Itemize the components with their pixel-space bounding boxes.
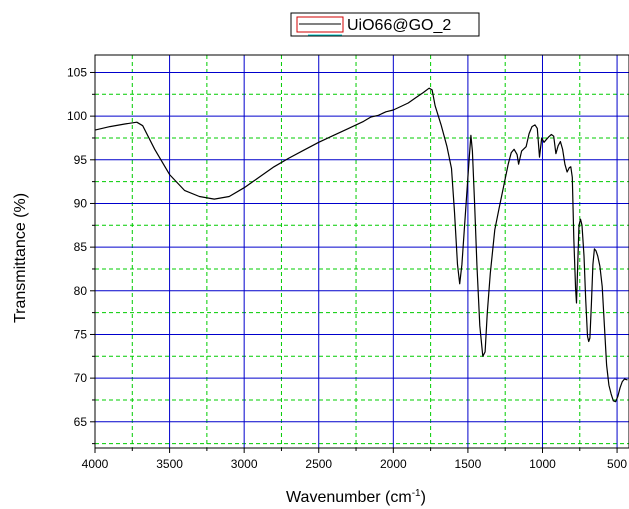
plot-frame bbox=[94, 54, 629, 449]
x-tick-label: 3500 bbox=[156, 457, 183, 471]
x-axis-ticks: 4000 3500 3000 2500 2000 1500 1000 500 bbox=[82, 448, 627, 471]
x-tick-label: 4000 bbox=[82, 457, 109, 471]
legend-swatch-box bbox=[296, 16, 344, 33]
y-tick-label: 80 bbox=[74, 284, 88, 298]
y-tick-label: 100 bbox=[67, 109, 87, 123]
x-tick-label: 2500 bbox=[305, 457, 332, 471]
x-tick-label: 1000 bbox=[529, 457, 556, 471]
x-axis-title: Wavenumber (cm-1) bbox=[286, 488, 426, 506]
plot-area bbox=[94, 54, 629, 449]
y-tick-label: 65 bbox=[74, 415, 88, 429]
legend-box bbox=[290, 12, 480, 37]
plot-background bbox=[95, 55, 629, 448]
legend-series-label: UiO66@GO_2 bbox=[347, 17, 451, 34]
y-tick-label: 90 bbox=[74, 196, 88, 210]
y-axis-ticks: 65 70 75 80 85 90 95 100 105 bbox=[67, 65, 95, 445]
x-axis-title-sup: -1 bbox=[412, 488, 421, 499]
x-tick-label: 3000 bbox=[231, 457, 258, 471]
x-tick-label: 500 bbox=[607, 457, 627, 471]
x-axis-title-main: Wavenumber (cm bbox=[286, 489, 412, 506]
y-tick-label: 105 bbox=[67, 65, 87, 79]
y-tick-label: 95 bbox=[74, 153, 88, 167]
y-axis-title: Transmittance (%) bbox=[12, 193, 29, 323]
x-tick-label: 2000 bbox=[380, 457, 407, 471]
x-tick-label: 1500 bbox=[455, 457, 482, 471]
y-tick-label: 75 bbox=[74, 327, 88, 341]
y-tick-label: 85 bbox=[74, 240, 88, 254]
series-line-0 bbox=[94, 87, 628, 403]
legend: UiO66@GO_2 bbox=[290, 12, 480, 37]
y-tick-label: 70 bbox=[74, 371, 88, 385]
x-axis-title-end: ) bbox=[421, 489, 426, 506]
